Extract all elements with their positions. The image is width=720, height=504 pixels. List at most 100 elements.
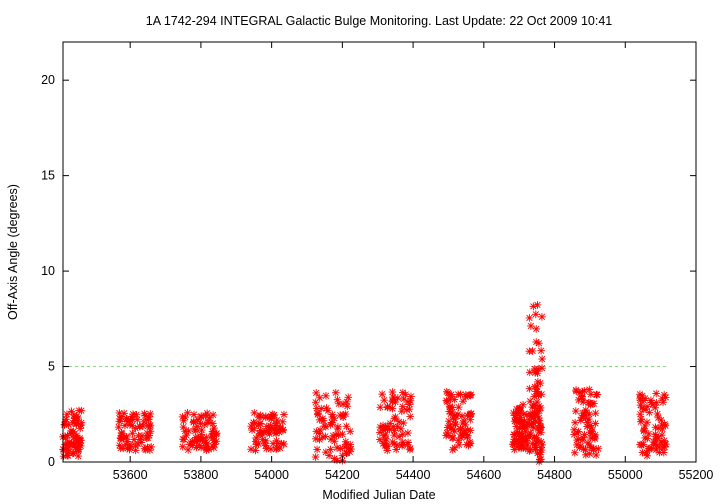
data-point xyxy=(326,421,335,429)
data-point xyxy=(510,440,518,449)
data-point xyxy=(660,443,669,451)
data-point xyxy=(448,403,457,412)
data-point xyxy=(311,453,320,461)
data-point xyxy=(63,410,71,419)
data-point xyxy=(116,444,125,453)
data-point xyxy=(279,425,287,434)
data-point xyxy=(179,435,187,443)
data-point xyxy=(463,411,472,420)
data-point xyxy=(209,429,218,437)
data-point xyxy=(388,404,397,413)
data-point xyxy=(331,388,340,397)
data-point xyxy=(637,417,645,426)
data-point xyxy=(570,448,579,457)
data-point xyxy=(525,314,534,322)
plot-frame xyxy=(62,41,697,463)
x-tick-label: 54000 xyxy=(254,468,289,482)
data-point xyxy=(586,400,595,409)
data-point xyxy=(585,385,594,394)
data-point xyxy=(388,397,397,405)
data-point xyxy=(334,423,342,431)
data-point xyxy=(74,414,82,422)
data-point xyxy=(67,407,76,416)
data-point xyxy=(530,365,539,373)
data-point xyxy=(133,415,142,424)
data-point xyxy=(178,442,187,451)
data-point xyxy=(530,401,539,410)
data-point xyxy=(188,441,197,450)
data-point xyxy=(376,403,385,412)
data-point xyxy=(328,410,337,419)
data-point xyxy=(196,434,205,443)
data-point xyxy=(592,451,600,459)
data-point xyxy=(535,419,544,428)
data-point xyxy=(380,431,388,440)
data-point xyxy=(313,445,321,454)
data-point xyxy=(341,437,350,446)
data-point xyxy=(190,437,198,445)
chart-title: 1A 1742-294 INTEGRAL Galactic Bulge Moni… xyxy=(146,14,613,28)
data-point xyxy=(404,429,412,437)
y-tick-label: 15 xyxy=(41,169,55,183)
data-point xyxy=(532,434,540,443)
data-point xyxy=(531,441,540,450)
data-point xyxy=(332,431,341,439)
data-point xyxy=(642,405,650,414)
data-point xyxy=(339,413,348,421)
data-point xyxy=(315,435,324,444)
data-point xyxy=(339,400,347,408)
data-point xyxy=(445,417,453,425)
data-point xyxy=(383,446,392,455)
data-point xyxy=(448,445,457,454)
x-tick-label: 55200 xyxy=(679,468,714,482)
x-tick-label: 54400 xyxy=(396,468,431,482)
data-point xyxy=(77,406,86,415)
data-point xyxy=(466,415,475,424)
data-point xyxy=(527,322,535,330)
data-point xyxy=(341,443,349,451)
data-point xyxy=(593,390,601,399)
x-axis-ticks: 53600 53800 54000 54200 54400 54600 54800 55000… xyxy=(113,42,714,482)
data-point xyxy=(141,445,150,454)
data-point xyxy=(314,409,322,418)
data-point xyxy=(645,444,654,453)
data-point xyxy=(456,424,465,433)
data-point xyxy=(255,413,263,422)
data-point xyxy=(257,429,266,438)
data-point xyxy=(115,409,124,417)
data-point xyxy=(322,392,330,400)
data-point xyxy=(571,418,579,427)
data-point xyxy=(526,431,535,440)
data-point xyxy=(451,420,459,428)
data-point xyxy=(270,411,278,420)
data-point xyxy=(445,431,453,440)
data-point xyxy=(445,407,454,416)
data-point xyxy=(144,413,153,421)
data-point xyxy=(272,419,281,428)
data-point xyxy=(404,438,412,447)
data-point xyxy=(330,454,339,463)
data-point xyxy=(584,439,592,447)
x-tick-label: 54200 xyxy=(325,468,360,482)
data-point xyxy=(537,428,545,437)
data-point xyxy=(578,394,587,402)
data-point xyxy=(660,436,669,445)
data-point xyxy=(190,410,198,419)
y-tick-label: 5 xyxy=(48,360,55,374)
data-points xyxy=(59,301,670,466)
data-point xyxy=(530,383,539,391)
data-point xyxy=(346,427,355,436)
data-point xyxy=(247,445,255,454)
data-point xyxy=(197,413,206,421)
data-point xyxy=(397,425,405,433)
data-point xyxy=(128,421,136,430)
x-tick-label: 54800 xyxy=(537,468,572,482)
data-point xyxy=(345,448,354,456)
data-point xyxy=(406,412,415,421)
data-point xyxy=(594,444,603,453)
data-point xyxy=(637,441,646,449)
data-point xyxy=(146,446,154,455)
data-point xyxy=(76,424,85,433)
data-point xyxy=(579,409,587,418)
data-point xyxy=(526,445,535,454)
